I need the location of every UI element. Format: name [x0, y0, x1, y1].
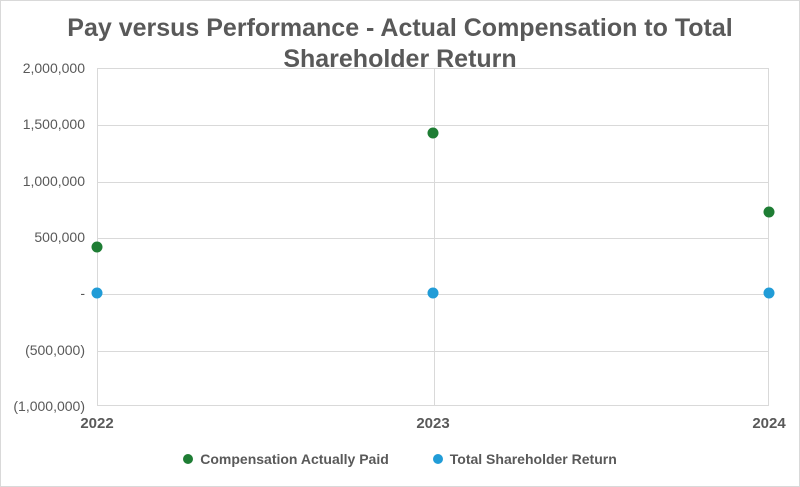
- legend-marker-green-dot-icon: [183, 454, 194, 464]
- y-axis-tick-label: 1,000,000: [22, 172, 85, 189]
- gridline-vertical: [434, 69, 435, 405]
- legend-item-total-shareholder-return: Total Shareholder Return: [432, 451, 617, 467]
- y-axis-tick-label: 500,000: [34, 229, 85, 245]
- data-point-compensation-actually-paid-2022: [91, 241, 103, 253]
- chart-title: Pay versus Performance - Actual Compensa…: [1, 13, 799, 74]
- gridline-horizontal: [98, 181, 768, 183]
- data-point-total-shareholder-return-2023: [427, 287, 439, 299]
- legend-label-total-shareholder-return: Total Shareholder Return: [449, 451, 617, 467]
- x-axis-tick-label: 2024: [752, 415, 786, 432]
- y-axis-tick-label: 1,500,000: [22, 116, 85, 133]
- gridline-horizontal: [98, 350, 768, 352]
- legend-marker-blue-dot-icon: [432, 454, 443, 464]
- plot-area: [97, 68, 769, 406]
- legend: Compensation Actually Paid Total Shareho…: [1, 451, 799, 467]
- chart-title-line1: Pay versus Performance - Actual Compensa…: [67, 14, 733, 42]
- x-axis-tick-label: 2023: [416, 415, 450, 432]
- data-point-total-shareholder-return-2024: [763, 287, 775, 299]
- data-point-compensation-actually-paid-2024: [763, 206, 775, 218]
- y-axis-tick-label: -: [80, 285, 85, 302]
- gridline-horizontal: [98, 125, 768, 127]
- data-point-compensation-actually-paid-2023: [427, 127, 439, 139]
- y-axis-tick-label: (1,000,000): [13, 398, 85, 414]
- x-axis-tick-label: 2022: [80, 415, 114, 432]
- legend-item-compensation-actually-paid: Compensation Actually Paid: [183, 451, 389, 467]
- y-axis-tick-label: (500,000): [25, 341, 85, 358]
- y-axis-tick-label: 2,000,000: [22, 60, 85, 76]
- chart-title-line2: Shareholder Return: [283, 44, 517, 73]
- legend-label-compensation-actually-paid: Compensation Actually Paid: [200, 451, 389, 467]
- gridline-horizontal: [98, 238, 768, 239]
- data-point-total-shareholder-return-2022: [91, 287, 103, 299]
